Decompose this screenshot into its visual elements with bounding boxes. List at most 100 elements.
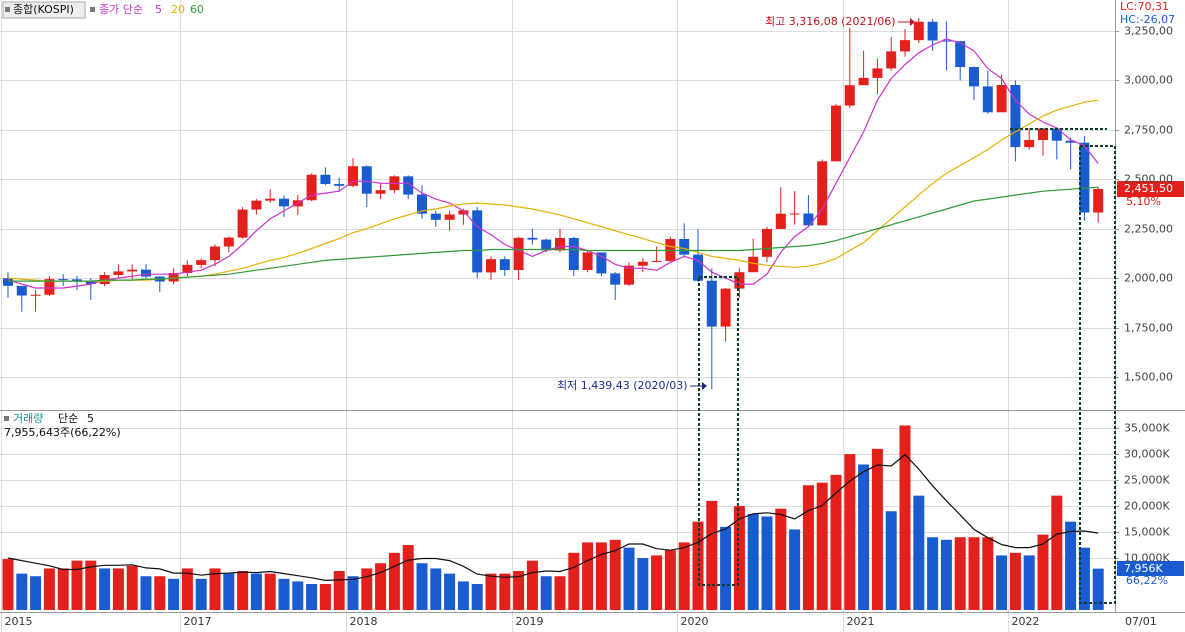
candle-body: [610, 273, 621, 285]
volume-bar: [306, 584, 318, 610]
annotation: 최고 3,316,08 (2021/06): [765, 15, 896, 28]
volume-bar: [319, 584, 331, 610]
volume-bar: [85, 560, 97, 610]
y-tick-label: 15,000K: [1124, 526, 1170, 539]
candle-body: [403, 176, 414, 195]
candle-body: [734, 272, 745, 289]
x-end-label: 07/01: [1125, 615, 1157, 628]
volume-bar: [168, 578, 180, 610]
volume-bar: [996, 555, 1008, 610]
candle-body: [541, 239, 552, 251]
candle-body: [1065, 140, 1076, 143]
candle-body: [472, 210, 483, 273]
candle-body: [1079, 142, 1090, 213]
current-volume: 7,955,643주(66,22%): [4, 426, 121, 439]
volume-bar: [954, 537, 966, 610]
volume-bar: [181, 568, 193, 610]
volume-bar: [678, 542, 690, 610]
volume-bar: [595, 542, 607, 610]
volume-bar: [871, 448, 883, 610]
candle-body: [444, 214, 455, 220]
candle-body: [430, 213, 441, 220]
volume-bar: [347, 576, 359, 610]
volume-bar: [16, 573, 28, 610]
candle-body: [486, 259, 496, 273]
candle-body: [210, 246, 220, 261]
last-volume-change: 66,22%: [1126, 574, 1168, 587]
candle-body: [831, 105, 841, 162]
volume-bar: [568, 552, 580, 610]
candle-body: [872, 68, 883, 78]
candle-body: [513, 237, 524, 271]
volume-bar: [816, 482, 828, 610]
y-tick-label: 35,000K: [1124, 422, 1170, 435]
volume-bar: [554, 576, 566, 610]
candle-body: [624, 265, 634, 285]
y-tick-label: 1,750,00: [1124, 322, 1173, 335]
volume-bar: [651, 555, 663, 610]
volume-bar: [609, 539, 621, 610]
volume-bar: [830, 474, 842, 610]
volume-bar: [457, 581, 469, 610]
candle-body: [196, 260, 207, 265]
y-tick-label: 1,500,00: [1124, 371, 1173, 384]
volume-bar: [471, 584, 483, 610]
volume-bar: [112, 568, 124, 610]
volume-average: [7, 453, 1099, 582]
volume-bar: [1065, 521, 1077, 610]
candle-body: [223, 237, 234, 247]
volume-bar: [444, 573, 456, 610]
volume-bar: [154, 576, 166, 610]
candle-body: [982, 86, 993, 113]
legend-label: 종가 단순: [99, 3, 143, 16]
legend-icon: [90, 7, 95, 12]
candle-body: [789, 213, 800, 215]
indicator: HC:-26,07: [1120, 13, 1175, 26]
candle-body: [927, 21, 938, 41]
candle-body: [237, 209, 248, 238]
volume-bar: [140, 576, 152, 610]
candle-body: [348, 166, 358, 186]
candle-body: [775, 213, 786, 229]
candle-body: [955, 41, 966, 68]
annotation-arrow-head: [702, 382, 707, 390]
volume-bar: [416, 563, 428, 610]
candle-body: [375, 190, 386, 194]
moving-average: [7, 38, 1099, 289]
volume-bar: [540, 576, 552, 610]
legend-icon: [4, 416, 9, 421]
volume-bar: [899, 425, 911, 610]
candle-body: [651, 260, 662, 262]
candle-body: [279, 198, 289, 207]
candle-body: [417, 194, 427, 214]
volume-bar: [250, 573, 262, 610]
candle-body: [858, 77, 869, 86]
volume-bar: [858, 464, 870, 610]
candle-body: [941, 40, 952, 42]
y-tick-label: 10,000K: [1124, 552, 1170, 565]
annotation-arrow-head: [910, 18, 915, 26]
volume-bar: [761, 516, 773, 610]
volume-bar: [71, 560, 83, 610]
candle-body: [679, 239, 690, 255]
volume-bar: [126, 565, 138, 610]
chart-title: 종합(KOSPI): [13, 3, 74, 16]
candle-body: [85, 281, 96, 285]
volume-bar: [526, 560, 538, 610]
y-tick-label: 2,750,00: [1124, 124, 1173, 137]
x-tick-label: 2022: [1012, 615, 1040, 628]
legend-entry: 20: [171, 3, 185, 16]
volume-bar: [361, 568, 373, 610]
volume-bar: [388, 552, 400, 610]
candle-body: [693, 254, 703, 281]
legend-label: 단순: [58, 412, 78, 425]
candle-body: [996, 85, 1007, 113]
volume-bar: [57, 568, 69, 610]
candle-body: [900, 40, 910, 52]
candle-body: [1051, 128, 1062, 141]
volume-bar: [885, 511, 897, 610]
volume-bar: [430, 568, 442, 610]
volume-bar: [1092, 568, 1104, 610]
volume-bar: [623, 547, 635, 610]
